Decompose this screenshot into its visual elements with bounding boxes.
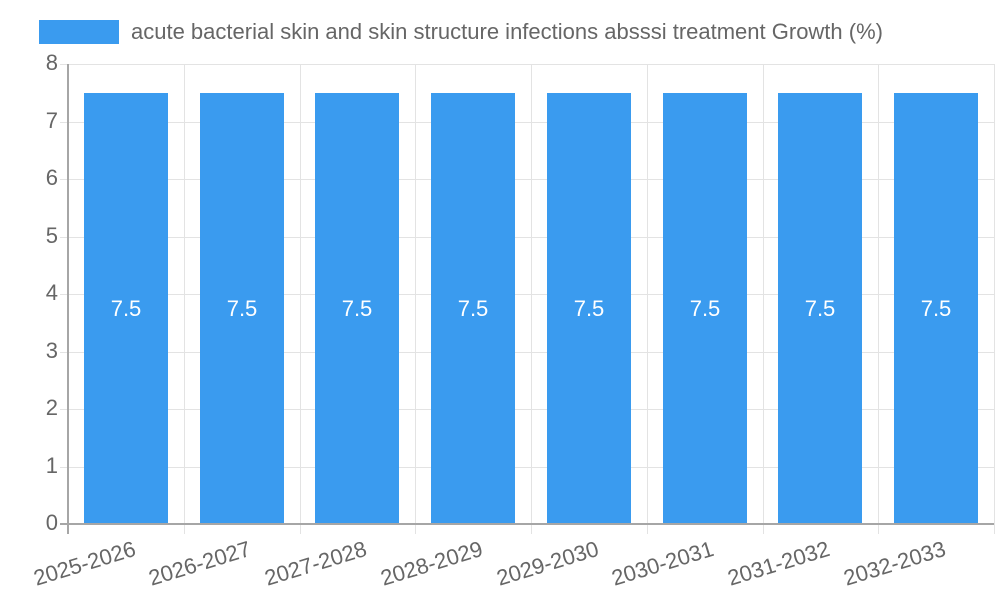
gridline-horizontal bbox=[60, 352, 994, 353]
y-tick-label: 3 bbox=[45, 338, 58, 363]
bar[interactable]: 7.5 bbox=[84, 93, 168, 524]
gridline-vertical bbox=[878, 64, 879, 534]
gridline-horizontal bbox=[60, 467, 994, 468]
bar[interactable]: 7.5 bbox=[315, 93, 399, 524]
gridline-vertical bbox=[184, 64, 185, 534]
bar-value-label: 7.5 bbox=[920, 295, 952, 321]
bar-value-label: 7.5 bbox=[804, 295, 836, 321]
x-tick-label: 2029-2030 bbox=[493, 536, 602, 591]
gridline-vertical bbox=[647, 64, 648, 534]
x-tick-label: 2027-2028 bbox=[261, 536, 370, 591]
bar-value-label: 7.5 bbox=[457, 295, 489, 321]
y-tick-label: 2 bbox=[45, 395, 58, 420]
x-tick-label: 2026-2027 bbox=[146, 536, 254, 591]
bar[interactable]: 7.5 bbox=[778, 93, 862, 524]
y-tick-label: 8 bbox=[45, 50, 58, 75]
gridline-vertical bbox=[300, 64, 301, 534]
y-tick-label: 0 bbox=[45, 510, 58, 535]
bar-value-label: 7.5 bbox=[573, 295, 605, 321]
y-tick-label: 4 bbox=[45, 280, 58, 305]
gridline-vertical bbox=[994, 64, 995, 534]
gridline-horizontal bbox=[60, 179, 994, 180]
gridline-vertical bbox=[415, 64, 416, 534]
gridline-vertical bbox=[763, 64, 764, 534]
gridline-horizontal bbox=[60, 409, 994, 410]
gridline-horizontal bbox=[60, 294, 994, 295]
gridline-vertical bbox=[531, 64, 532, 534]
y-tick-label: 7 bbox=[45, 108, 58, 133]
gridline-horizontal bbox=[60, 122, 994, 123]
x-axis bbox=[60, 523, 994, 525]
bar[interactable]: 7.5 bbox=[431, 93, 515, 524]
bar-value-label: 7.5 bbox=[110, 295, 142, 321]
legend-swatch[interactable] bbox=[39, 20, 119, 44]
bar-value-label: 7.5 bbox=[341, 295, 373, 321]
bar[interactable]: 7.5 bbox=[663, 93, 747, 524]
x-tick-label: 2025-2026 bbox=[30, 536, 139, 591]
bar[interactable]: 7.5 bbox=[200, 93, 284, 524]
y-tick-label: 1 bbox=[45, 453, 58, 478]
y-axis bbox=[67, 64, 69, 534]
gridline-horizontal bbox=[60, 64, 994, 65]
bar[interactable]: 7.5 bbox=[894, 93, 978, 524]
y-tick-label: 5 bbox=[45, 223, 58, 248]
y-tick-label: 6 bbox=[45, 165, 58, 190]
x-tick-label: 2032-2033 bbox=[840, 536, 949, 591]
x-tick-label: 2031-2032 bbox=[724, 536, 833, 591]
bar-value-label: 7.5 bbox=[689, 295, 721, 321]
legend-label[interactable]: acute bacterial skin and skin structure … bbox=[131, 19, 883, 44]
gridline-horizontal bbox=[60, 237, 994, 238]
bar[interactable]: 7.5 bbox=[547, 93, 631, 524]
bar-value-label: 7.5 bbox=[226, 295, 258, 321]
x-tick-label: 2028-2029 bbox=[377, 536, 486, 591]
x-tick-label: 2030-2031 bbox=[609, 536, 717, 591]
